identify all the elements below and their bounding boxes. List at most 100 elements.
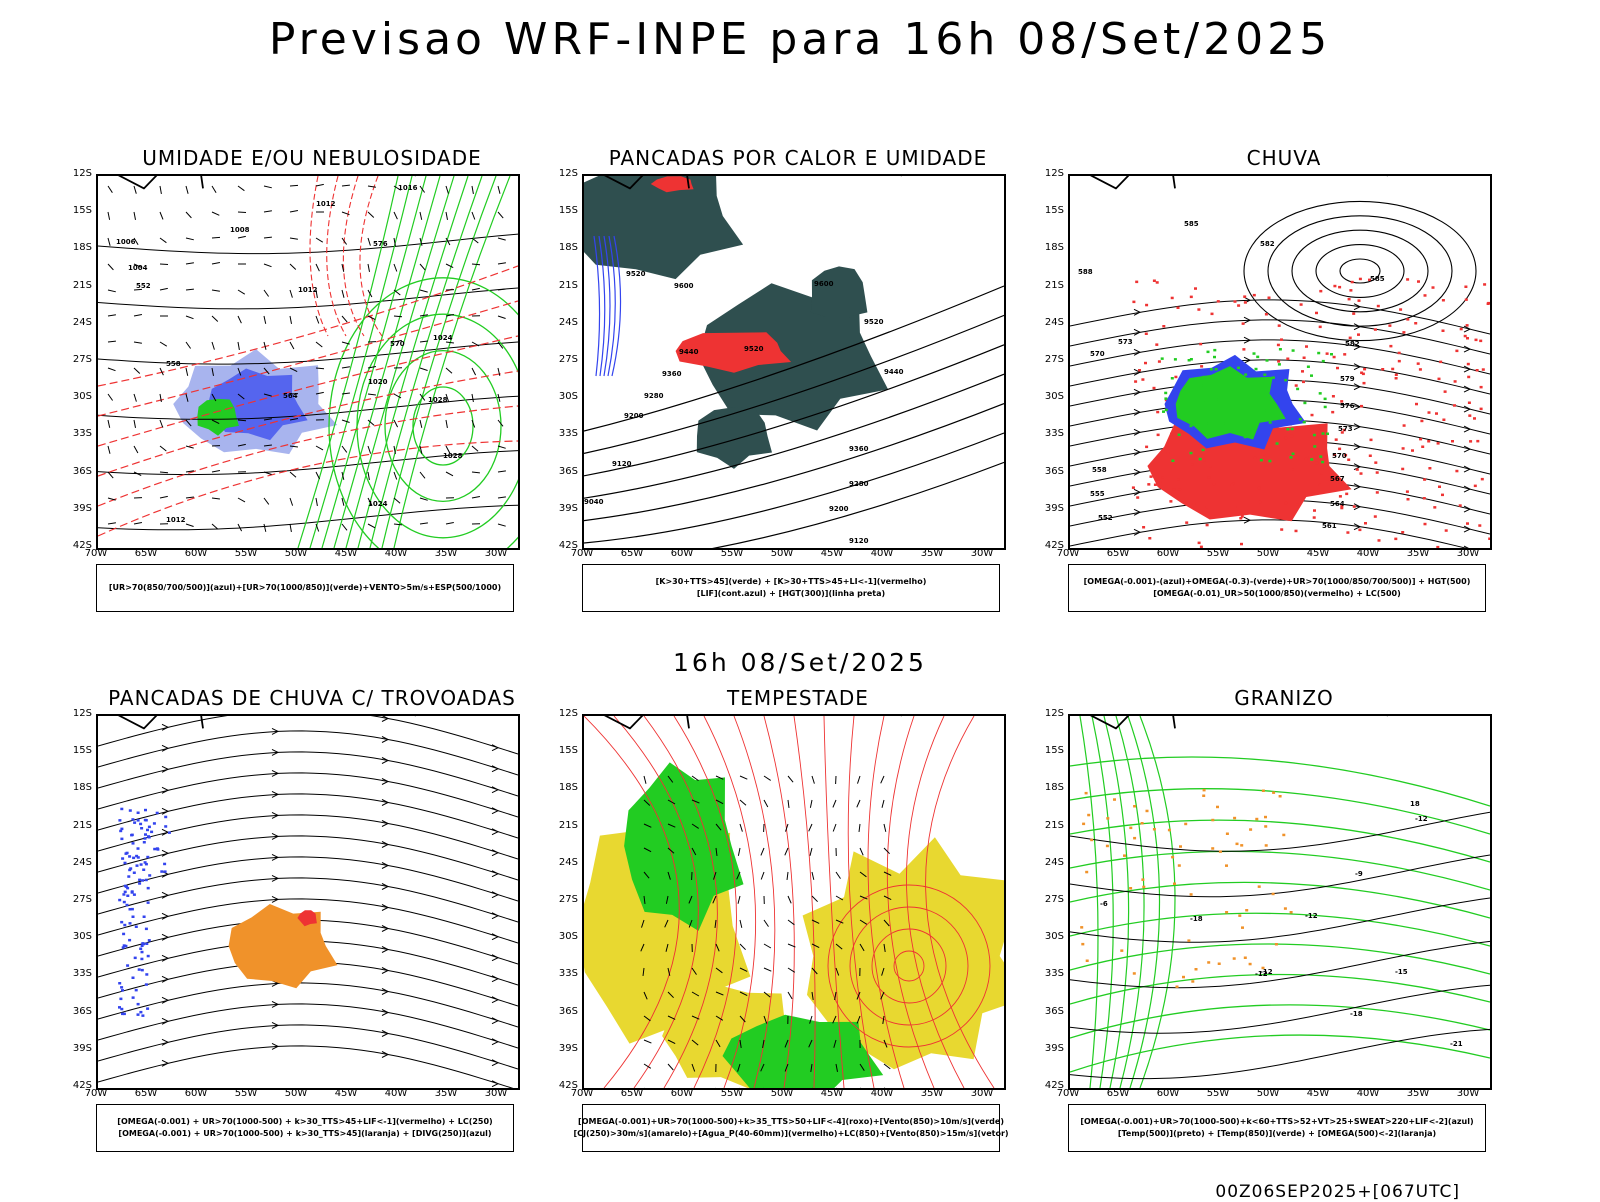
divergence-blue-dot bbox=[145, 983, 148, 986]
rain-red-speckle-dot bbox=[1301, 427, 1304, 430]
wind-vector bbox=[498, 263, 506, 264]
rain-red-speckle-dot bbox=[1459, 504, 1462, 507]
legend-line: [LIF](cont.azul) + [HGT(300)](linha pret… bbox=[697, 588, 885, 600]
rain-red-speckle-dot bbox=[1258, 487, 1261, 490]
wind-vector bbox=[186, 238, 194, 240]
rain-red-speckle-dot bbox=[1359, 278, 1362, 281]
wind-vector bbox=[498, 497, 506, 498]
divergence-blue-dot bbox=[124, 862, 127, 865]
omega-orange-dot bbox=[1190, 893, 1193, 896]
divergence-blue-dot bbox=[121, 857, 124, 860]
border-line bbox=[1170, 716, 1175, 728]
wind-vector bbox=[108, 523, 116, 524]
omega-green-speckle-dot bbox=[1284, 379, 1287, 382]
wind-vector bbox=[160, 238, 166, 243]
latitude-tick-label: 39S bbox=[73, 503, 92, 514]
temp850-green bbox=[1070, 1005, 1490, 1038]
wind-vector bbox=[788, 776, 793, 782]
contour-label: 1006 bbox=[116, 238, 136, 246]
rain-red-speckle-dot bbox=[1244, 301, 1247, 304]
wind-vector bbox=[668, 1064, 673, 1070]
longitude-tick-label: 45W bbox=[821, 1088, 844, 1099]
omega-orange-dot bbox=[1290, 911, 1293, 914]
streamline-arrow bbox=[162, 766, 168, 772]
longitude-tick-label: 70W bbox=[1057, 548, 1080, 559]
streamline-arrow bbox=[1134, 489, 1140, 495]
contour-label: 9520 bbox=[626, 270, 646, 278]
wind-vector bbox=[212, 471, 220, 473]
wind-vector bbox=[238, 186, 244, 191]
border-line bbox=[198, 716, 203, 728]
divergence-blue-dot bbox=[143, 916, 146, 919]
longitude-tick-label: 40W bbox=[1357, 1088, 1380, 1099]
contour-label: 1012 bbox=[316, 200, 336, 208]
omega-orange-dot bbox=[1202, 795, 1205, 798]
omega-green-speckle-dot bbox=[1253, 352, 1256, 355]
rain-red-speckle-dot bbox=[1153, 280, 1156, 283]
streamline-arrow bbox=[382, 884, 388, 890]
rain-red-speckle-dot bbox=[1177, 307, 1180, 310]
rain-red-speckle-dot bbox=[1445, 529, 1448, 532]
streamline-arrow bbox=[1464, 486, 1470, 492]
wind-vector bbox=[764, 920, 769, 927]
rain-red-speckle-dot bbox=[1455, 350, 1458, 353]
streamline bbox=[98, 794, 518, 838]
streamline-arrow bbox=[1464, 406, 1470, 412]
divergence-blue-dot bbox=[145, 879, 148, 882]
wind-vector bbox=[212, 212, 219, 215]
streamline bbox=[98, 836, 518, 880]
rain-red-speckle-dot bbox=[1223, 497, 1226, 500]
wind-vector bbox=[740, 800, 746, 805]
streamline-arrow bbox=[162, 724, 168, 730]
omega-green-speckle-dot bbox=[1187, 406, 1190, 409]
streamline-arrow bbox=[1134, 429, 1140, 435]
panel-legend: [OMEGA(-0.001)+UR>70(1000-500)+k>35_TTS>… bbox=[582, 1104, 1000, 1152]
rain-red-speckle-dot bbox=[1349, 289, 1352, 292]
latitude-tick-label: 27S bbox=[73, 354, 92, 365]
contour-label: 570 bbox=[1332, 452, 1347, 460]
streamline-arrow bbox=[382, 989, 388, 995]
streamline bbox=[98, 731, 518, 775]
longitude-tick-label: 65W bbox=[135, 548, 158, 559]
rain-red-speckle-dot bbox=[1209, 465, 1212, 468]
wind-vector bbox=[420, 523, 428, 524]
wind-vector bbox=[764, 944, 771, 948]
wind-vector bbox=[472, 497, 480, 499]
divergence-blue-dot bbox=[137, 819, 140, 822]
omega-orange-dot bbox=[1211, 819, 1214, 822]
divergence-blue-dot bbox=[148, 939, 151, 942]
latitude-tick-label: 12S bbox=[73, 708, 92, 719]
temp850-green bbox=[1070, 944, 1490, 974]
streamline-arrow bbox=[492, 892, 498, 898]
latitude-tick-label: 30S bbox=[1045, 931, 1064, 942]
streamline-arrow bbox=[1464, 426, 1470, 432]
omega-green-speckle-dot bbox=[1171, 377, 1174, 380]
contour-label: 9280 bbox=[849, 480, 869, 488]
streamline-arrow bbox=[1134, 329, 1140, 335]
streamline-arrow bbox=[1134, 409, 1140, 415]
contour-label: 9440 bbox=[884, 368, 904, 376]
divergence-blue-dot bbox=[144, 809, 147, 812]
omega-orange-dot bbox=[1106, 817, 1109, 820]
rain-red-speckle-dot bbox=[1217, 300, 1220, 303]
rain-red-speckle-dot bbox=[1480, 386, 1483, 389]
omega-green-speckle-dot bbox=[1213, 356, 1216, 359]
rain-red-speckle-dot bbox=[1159, 481, 1162, 484]
border-line bbox=[684, 716, 689, 728]
rain-red-speckle-dot bbox=[1211, 313, 1214, 316]
wind-vector bbox=[787, 872, 788, 880]
wind-vector bbox=[108, 290, 116, 292]
rain-red-speckle-dot bbox=[1336, 367, 1339, 370]
legend-line: [UR>70(850/700/500)](azul)+[UR>70(1000/8… bbox=[109, 582, 501, 594]
wind-vector bbox=[498, 212, 503, 218]
streamline bbox=[98, 1025, 518, 1069]
wind-vector bbox=[160, 472, 168, 473]
longitude-tick-label: 60W bbox=[185, 1088, 208, 1099]
rain-red-speckle-dot bbox=[1313, 509, 1316, 512]
omega-orange-dot bbox=[1233, 817, 1236, 820]
omega-green-speckle-dot bbox=[1224, 404, 1227, 407]
divergence-blue-dot bbox=[137, 847, 140, 850]
rain-red-speckle-dot bbox=[1402, 331, 1405, 334]
